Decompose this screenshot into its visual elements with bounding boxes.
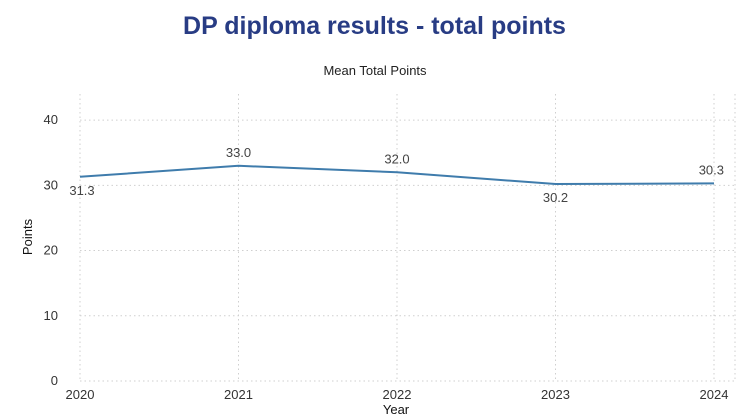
x-tick-label: 2020 <box>66 387 95 402</box>
x-tick-label: 2021 <box>224 387 253 402</box>
data-label: 30.2 <box>543 190 568 205</box>
series-line <box>79 164 715 186</box>
data-label: 32.0 <box>384 151 409 166</box>
data-label: 31.3 <box>69 183 94 198</box>
x-axis-label: Year <box>383 402 410 417</box>
data-label: 33.0 <box>226 145 251 160</box>
y-axis-ticks: 0 10 20 30 40 <box>44 112 58 388</box>
y-tick-label: 20 <box>44 243 58 258</box>
x-tick-label: 2022 <box>383 387 412 402</box>
y-tick-label: 40 <box>44 112 58 127</box>
grid-lines <box>79 94 736 382</box>
x-axis-ticks: 2020 2021 2022 2023 2024 <box>66 387 729 402</box>
data-label: 30.3 <box>699 162 724 177</box>
x-tick-label: 2024 <box>700 387 729 402</box>
data-labels: 31.3 33.0 32.0 30.2 30.3 <box>69 145 724 205</box>
y-tick-label: 30 <box>44 177 58 192</box>
x-tick-label: 2023 <box>541 387 570 402</box>
y-tick-label: 10 <box>44 308 58 323</box>
y-tick-label: 0 <box>51 373 58 388</box>
page-title: DP diploma results - total points <box>183 12 566 40</box>
y-axis-label: Points <box>20 218 35 255</box>
chart-subtitle: Mean Total Points <box>323 63 427 78</box>
